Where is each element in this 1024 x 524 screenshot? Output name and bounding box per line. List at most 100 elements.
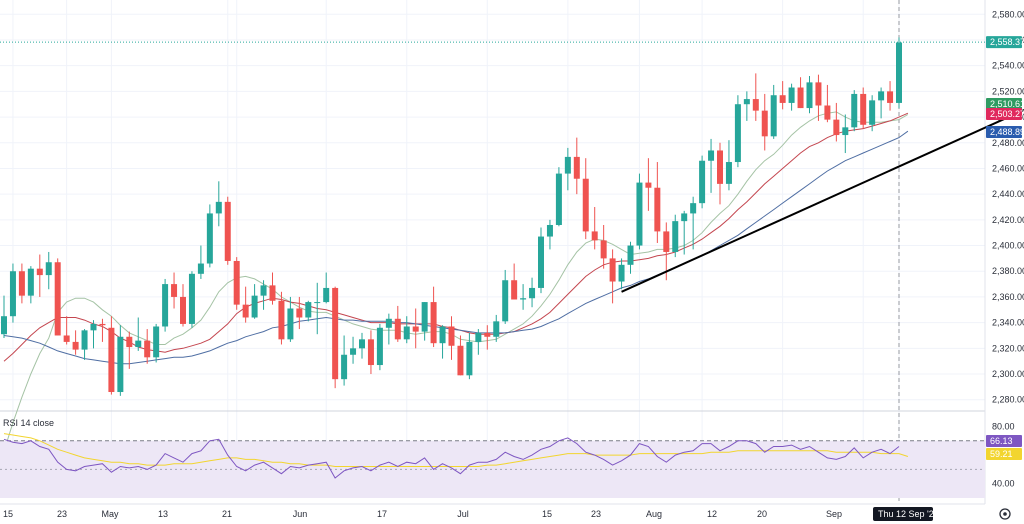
candle-body[interactable] [690, 203, 697, 214]
candle-body[interactable] [188, 273, 195, 324]
candle-body[interactable] [296, 308, 303, 318]
candle-body[interactable] [699, 160, 706, 204]
candle-body[interactable] [99, 323, 106, 326]
candle-body[interactable] [806, 82, 813, 109]
candle-body[interactable] [618, 264, 625, 282]
candle-body[interactable] [144, 340, 151, 358]
candle-body[interactable] [842, 127, 849, 136]
candle-body[interactable] [9, 271, 16, 317]
candle-body[interactable] [851, 93, 858, 128]
candle-body[interactable] [609, 258, 616, 282]
candle-body[interactable] [779, 95, 786, 103]
candle-body[interactable] [502, 280, 509, 322]
candle-body[interactable] [663, 231, 670, 252]
candle-body[interactable] [251, 295, 258, 318]
candle-body[interactable] [654, 187, 661, 232]
candle-body[interactable] [314, 302, 321, 304]
candle-body[interactable] [761, 110, 768, 137]
candle-body[interactable] [824, 105, 831, 120]
candle-body[interactable] [90, 323, 97, 331]
candle-body[interactable] [332, 287, 339, 380]
candle-body[interactable] [421, 302, 428, 332]
candle-body[interactable] [645, 182, 652, 188]
candle-body[interactable] [323, 287, 330, 303]
candle-body[interactable] [546, 224, 553, 237]
candle-body[interactable] [457, 345, 464, 376]
candle-body[interactable] [45, 262, 52, 276]
candle-body[interactable] [582, 178, 589, 232]
candle-body[interactable] [493, 321, 500, 337]
candle-body[interactable] [63, 335, 70, 342]
candle-body[interactable] [896, 42, 902, 103]
candle-body[interactable] [394, 318, 401, 340]
candle-body[interactable] [287, 308, 294, 340]
candle-body[interactable] [555, 173, 562, 225]
candle-body[interactable] [341, 354, 348, 380]
candle-body[interactable] [412, 326, 419, 332]
candle-body[interactable] [260, 285, 267, 296]
candle-body[interactable] [600, 240, 607, 259]
candle-body[interactable] [573, 156, 580, 179]
candle-body[interactable] [385, 318, 392, 328]
candle-body[interactable] [215, 201, 222, 214]
candle-body[interactable] [448, 326, 455, 346]
candle-body[interactable] [529, 287, 536, 299]
candle-body[interactable] [484, 332, 491, 337]
candle-body[interactable] [538, 236, 544, 288]
candle-body[interactable] [717, 150, 723, 184]
candle-body[interactable] [233, 260, 240, 305]
candle-body[interactable] [878, 91, 885, 101]
candle-body[interactable] [153, 326, 160, 358]
candle-body[interactable] [197, 263, 204, 274]
candle-body[interactable] [520, 298, 527, 300]
candle-body[interactable] [475, 332, 482, 342]
candle-body[interactable] [636, 182, 643, 246]
candle-body[interactable] [305, 302, 312, 318]
candle-body[interactable] [734, 104, 741, 163]
candle-body[interactable] [860, 93, 867, 125]
candle-body[interactable] [171, 284, 178, 297]
candle-body[interactable] [439, 326, 446, 344]
candle-body[interactable] [54, 262, 61, 336]
candle-body[interactable] [81, 330, 88, 350]
candle-body[interactable] [708, 150, 715, 161]
settings-gear-icon[interactable] [999, 508, 1011, 520]
candle-body[interactable] [466, 341, 473, 376]
candle-body[interactable] [752, 99, 759, 111]
candle-body[interactable] [1, 316, 7, 335]
candle-body[interactable] [788, 87, 795, 103]
candle-body[interactable] [224, 201, 231, 261]
candle-body[interactable] [672, 221, 679, 252]
candle-body[interactable] [376, 327, 383, 366]
candle-body[interactable] [72, 341, 79, 350]
candle-body[interactable] [511, 280, 518, 300]
candle-body[interactable] [869, 100, 876, 125]
candle-body[interactable] [350, 348, 357, 355]
candle-body[interactable] [403, 326, 410, 340]
candle-body[interactable] [135, 340, 142, 348]
candle-body[interactable] [367, 339, 374, 366]
candle-body[interactable] [833, 119, 840, 136]
candle-body[interactable] [162, 284, 169, 327]
candle-body[interactable] [242, 304, 249, 318]
candle-body[interactable] [627, 245, 634, 265]
candle-body[interactable] [770, 95, 777, 137]
candle-body[interactable] [206, 213, 213, 264]
candle-body[interactable] [815, 82, 822, 106]
candle-body[interactable] [180, 296, 186, 324]
candle-body[interactable] [564, 156, 571, 174]
candle-body[interactable] [117, 336, 124, 393]
candle-body[interactable] [430, 302, 437, 344]
trendline[interactable] [621, 70, 1024, 293]
candle-body[interactable] [681, 213, 688, 222]
candle-body[interactable] [797, 87, 804, 109]
candle-body[interactable] [278, 300, 285, 340]
candle-body[interactable] [743, 99, 750, 105]
candle-body[interactable] [725, 162, 732, 184]
candle-body[interactable] [591, 231, 598, 241]
candle-body[interactable] [36, 268, 43, 276]
candle-body[interactable] [108, 327, 115, 393]
candle-body[interactable] [887, 91, 894, 103]
candle-body[interactable] [359, 339, 365, 349]
